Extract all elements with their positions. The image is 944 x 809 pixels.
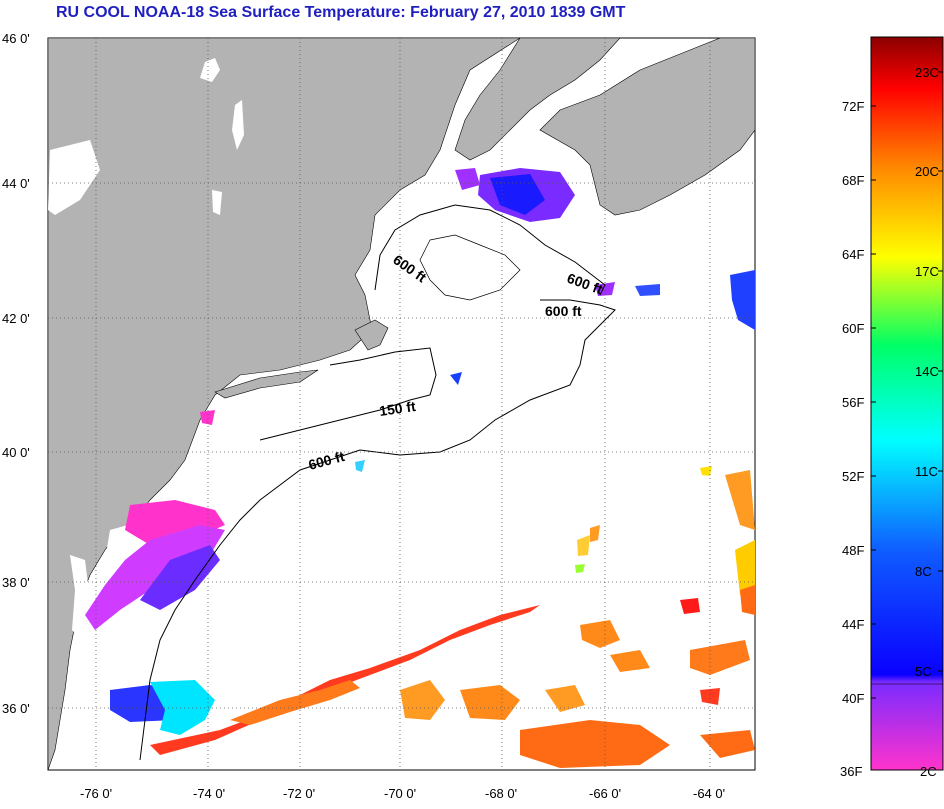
longitude-tick-label: -72 0' — [283, 786, 315, 801]
depth-contour-inner — [419, 234, 521, 301]
longitude-tick-label: -66 0' — [589, 786, 621, 801]
celsius-label: 20C — [915, 164, 939, 179]
sst-patch — [400, 680, 445, 720]
colorbar — [870, 36, 944, 771]
fahrenheit-label: 72F — [842, 99, 864, 114]
colorbar-fahrenheit-labels: 72F 68F 64F 60F 56F 52F 48F 44F 40F 36F — [840, 99, 864, 779]
longitude-tick-label: -64 0' — [693, 786, 725, 801]
fahrenheit-label: 64F — [842, 247, 864, 262]
latitude-tick-label: 44 0' — [2, 176, 30, 191]
sst-patch — [545, 685, 585, 712]
depth-label: 150 ft — [378, 398, 417, 419]
sst-patch — [700, 688, 720, 705]
sst-patch — [575, 564, 585, 573]
fahrenheit-label: 40F — [842, 691, 864, 706]
sst-patch — [520, 720, 670, 768]
sst-patch — [730, 270, 755, 330]
depth-contour-600ft — [374, 204, 606, 296]
sst-patch — [725, 470, 755, 530]
fahrenheit-label: 60F — [842, 321, 864, 336]
depth-contour-150ft — [259, 347, 437, 441]
longitude-tick-label: -74 0' — [193, 786, 225, 801]
bay-shape — [105, 525, 135, 570]
celsius-label: 8C — [915, 564, 932, 579]
sst-patch — [580, 620, 620, 648]
colorbar-celsius-labels: 23C 20C 17C 14C 11C 8C 5C 2C — [915, 65, 939, 779]
depth-label: 600 ft — [545, 303, 582, 319]
land-long-island — [214, 369, 319, 399]
latitude-axis: 46 0' 44 0' 42 0' 40 0' 38 0' 36 0' — [2, 31, 30, 716]
sst-patch — [455, 168, 480, 190]
sst-patch — [635, 284, 660, 296]
depth-contour-600ft — [359, 299, 616, 456]
land-cape-cod — [354, 319, 389, 351]
sst-patch — [150, 605, 540, 755]
bay-shape — [70, 555, 90, 640]
sst-patch — [610, 650, 650, 672]
lake-shape — [200, 58, 220, 82]
fahrenheit-label: 52F — [842, 469, 864, 484]
sst-patch — [200, 410, 215, 425]
sst-patch — [490, 174, 545, 215]
sst-patch — [700, 466, 712, 476]
longitude-axis: -76 0' -74 0' -72 0' -70 0' -68 0' -66 0… — [80, 786, 725, 801]
fahrenheit-label: 44F — [842, 617, 864, 632]
sst-patch — [700, 730, 755, 758]
celsius-label: 2C — [920, 764, 937, 779]
sst-patch — [150, 680, 215, 735]
celsius-label: 23C — [915, 65, 939, 80]
colorbar-ticks — [871, 71, 943, 699]
sst-patch — [590, 525, 600, 542]
land-new-brunswick — [454, 38, 621, 161]
longitude-tick-label: -70 0' — [384, 786, 416, 801]
sst-patch — [460, 685, 520, 720]
fahrenheit-label: 48F — [842, 543, 864, 558]
sst-patch — [680, 598, 700, 614]
latitude-tick-label: 42 0' — [2, 311, 30, 326]
sst-patch — [735, 540, 755, 600]
sst-patch — [355, 460, 365, 472]
lake-shape — [212, 190, 222, 215]
celsius-label: 11C — [915, 464, 938, 479]
latitude-tick-label: 40 0' — [2, 445, 30, 460]
celsius-label: 17C — [915, 264, 939, 279]
sst-patch — [595, 282, 615, 296]
sst-patch — [230, 680, 360, 725]
land-nova-scotia — [539, 38, 755, 216]
sst-patch — [85, 525, 225, 630]
lake-shape — [232, 100, 244, 150]
latitude-tick-label: 36 0' — [2, 701, 30, 716]
sst-patch — [690, 640, 750, 675]
celsius-label: 14C — [915, 364, 939, 379]
sst-patch — [450, 372, 462, 385]
map-title: RU COOL NOAA-18 Sea Surface Temperature:… — [56, 4, 626, 21]
sst-patch — [740, 585, 755, 615]
fahrenheit-label: 56F — [842, 395, 864, 410]
lake-shape — [48, 140, 100, 215]
latitude-tick-label: 46 0' — [2, 31, 30, 46]
longitude-tick-label: -76 0' — [80, 786, 112, 801]
sst-patch — [577, 535, 590, 556]
fahrenheit-label: 36F — [840, 764, 862, 779]
longitude-tick-label: -68 0' — [485, 786, 517, 801]
latitude-tick-label: 38 0' — [2, 575, 30, 590]
land-us-coast — [48, 38, 521, 770]
sst-patch — [140, 545, 220, 610]
celsius-label: 5C — [915, 664, 932, 679]
fahrenheit-label: 68F — [842, 173, 864, 188]
